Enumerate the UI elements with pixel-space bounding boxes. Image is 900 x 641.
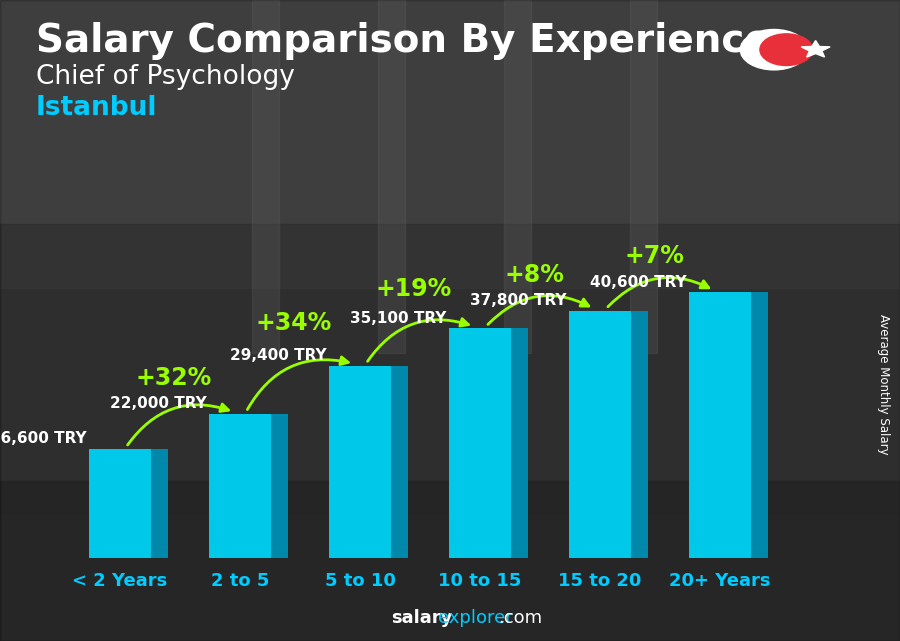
Text: Chief of Psychology: Chief of Psychology <box>36 64 295 90</box>
Bar <box>0 0 900 288</box>
Text: +7%: +7% <box>624 244 684 269</box>
Polygon shape <box>151 449 168 558</box>
Text: 16,600 TRY: 16,600 TRY <box>0 431 86 447</box>
Text: 22,000 TRY: 22,000 TRY <box>110 396 206 412</box>
Polygon shape <box>511 328 528 558</box>
Text: Average Monthly Salary: Average Monthly Salary <box>878 314 890 455</box>
Polygon shape <box>801 40 830 57</box>
FancyBboxPatch shape <box>209 414 271 558</box>
Text: 40,600 TRY: 40,600 TRY <box>590 275 687 290</box>
Bar <box>0 481 900 641</box>
FancyBboxPatch shape <box>569 311 631 558</box>
Text: .com: .com <box>498 609 542 627</box>
Text: salary: salary <box>392 609 453 627</box>
Text: +32%: +32% <box>136 366 212 390</box>
Text: 29,400 TRY: 29,400 TRY <box>230 348 327 363</box>
Polygon shape <box>271 414 288 558</box>
Text: +19%: +19% <box>376 277 452 301</box>
Circle shape <box>740 29 808 70</box>
Bar <box>504 0 531 353</box>
FancyBboxPatch shape <box>449 328 511 558</box>
Text: Istanbul: Istanbul <box>36 95 158 121</box>
FancyBboxPatch shape <box>89 449 151 558</box>
FancyBboxPatch shape <box>328 365 392 558</box>
Text: +8%: +8% <box>504 263 564 287</box>
Polygon shape <box>631 311 648 558</box>
Polygon shape <box>392 365 408 558</box>
Text: Salary Comparison By Experience: Salary Comparison By Experience <box>36 22 770 60</box>
Bar <box>378 0 405 353</box>
Polygon shape <box>752 292 768 558</box>
FancyBboxPatch shape <box>688 292 752 558</box>
Bar <box>0 224 900 513</box>
Bar <box>630 0 657 353</box>
Text: 35,100 TRY: 35,100 TRY <box>350 311 446 326</box>
Circle shape <box>760 34 813 65</box>
Text: 37,800 TRY: 37,800 TRY <box>470 293 566 308</box>
Bar <box>252 0 279 353</box>
Text: explorer: explorer <box>438 609 513 627</box>
Text: +34%: +34% <box>256 311 332 335</box>
